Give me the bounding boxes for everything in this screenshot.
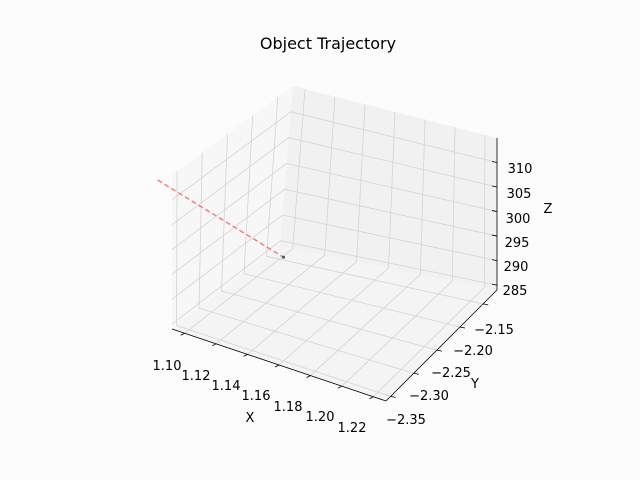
pane-back xyxy=(280,86,497,290)
x-tick-labels: 1.101.121.141.161.181.201.22 xyxy=(153,359,367,436)
z-tick xyxy=(491,234,498,237)
trajectory-end-marker xyxy=(282,255,286,259)
y-gridline xyxy=(176,171,391,397)
y-tick-labels: −2.35 −2.30 −2.25 −2.20 −2.15 xyxy=(386,323,514,428)
z-tick-labels: 285 290 295 300 305 310 xyxy=(503,162,533,299)
y-tick xyxy=(390,395,396,398)
y-gridline xyxy=(221,134,437,351)
z-gridline xyxy=(171,137,498,225)
x-tick xyxy=(337,385,343,389)
x-gridline xyxy=(215,96,336,345)
y-tick-label: −2.20 xyxy=(453,344,493,359)
y-axis-label: Y xyxy=(470,377,479,392)
z-tick-label: 295 xyxy=(505,236,530,251)
x-tick-label: 1.14 xyxy=(212,379,241,394)
x-tick-label: 1.18 xyxy=(274,400,303,415)
z-tick xyxy=(491,185,498,188)
z-tick-label: 285 xyxy=(503,284,528,299)
y-tick-label: −2.15 xyxy=(474,323,514,338)
series-layer xyxy=(157,179,286,259)
z-gridline xyxy=(171,111,498,201)
x-tick-label: 1.10 xyxy=(153,359,182,374)
pane-floor xyxy=(172,246,497,401)
x-tick xyxy=(180,332,185,336)
x-tick-label: 1.22 xyxy=(338,421,367,436)
tick-marks xyxy=(180,161,498,400)
z-tick-label: 290 xyxy=(504,260,529,275)
x-gridline xyxy=(373,134,486,398)
z-tick xyxy=(491,283,498,286)
z-gridline xyxy=(171,162,498,250)
x-gridline xyxy=(278,111,396,366)
x-tick xyxy=(369,396,374,400)
z-axis-label: Z xyxy=(544,202,553,217)
y-tick-label: −2.30 xyxy=(409,389,449,404)
x-gridline xyxy=(341,127,456,387)
x-tick xyxy=(243,354,248,357)
y-gridline xyxy=(243,115,461,328)
z-tick-label: 300 xyxy=(506,212,531,227)
z-gridline xyxy=(171,240,498,325)
x-tick xyxy=(211,343,217,347)
y-tick-label: −2.35 xyxy=(386,413,426,428)
y-tick xyxy=(483,303,489,306)
x-tick-label: 1.12 xyxy=(182,369,211,384)
x-gridline xyxy=(247,104,366,355)
y-tick xyxy=(436,349,442,352)
y-tick xyxy=(413,372,419,375)
chart-title: Object Trajectory xyxy=(260,34,396,53)
y-gridline xyxy=(198,152,414,374)
z-tick xyxy=(491,210,498,212)
z-gridline xyxy=(171,188,498,275)
x-tick-label: 1.20 xyxy=(306,410,335,425)
x-gridline xyxy=(184,89,306,334)
z-tick-label: 305 xyxy=(507,187,532,202)
x-axis-label: X xyxy=(246,411,255,426)
z-tick-label: 310 xyxy=(508,162,533,177)
x-tick xyxy=(274,364,280,368)
y-tick-label: −2.25 xyxy=(431,366,471,381)
x-tick-label: 1.16 xyxy=(242,389,271,404)
y-gridline xyxy=(266,97,484,305)
x-tick xyxy=(306,375,311,378)
z-gridline xyxy=(171,214,498,300)
trajectory-line xyxy=(157,179,284,258)
z-tick xyxy=(491,161,498,163)
y-axis-line xyxy=(385,289,498,402)
z-tick xyxy=(491,259,498,261)
y-tick xyxy=(459,326,466,329)
pane-left xyxy=(172,86,293,329)
grid-lines xyxy=(171,89,498,398)
x-gridline xyxy=(310,119,426,376)
